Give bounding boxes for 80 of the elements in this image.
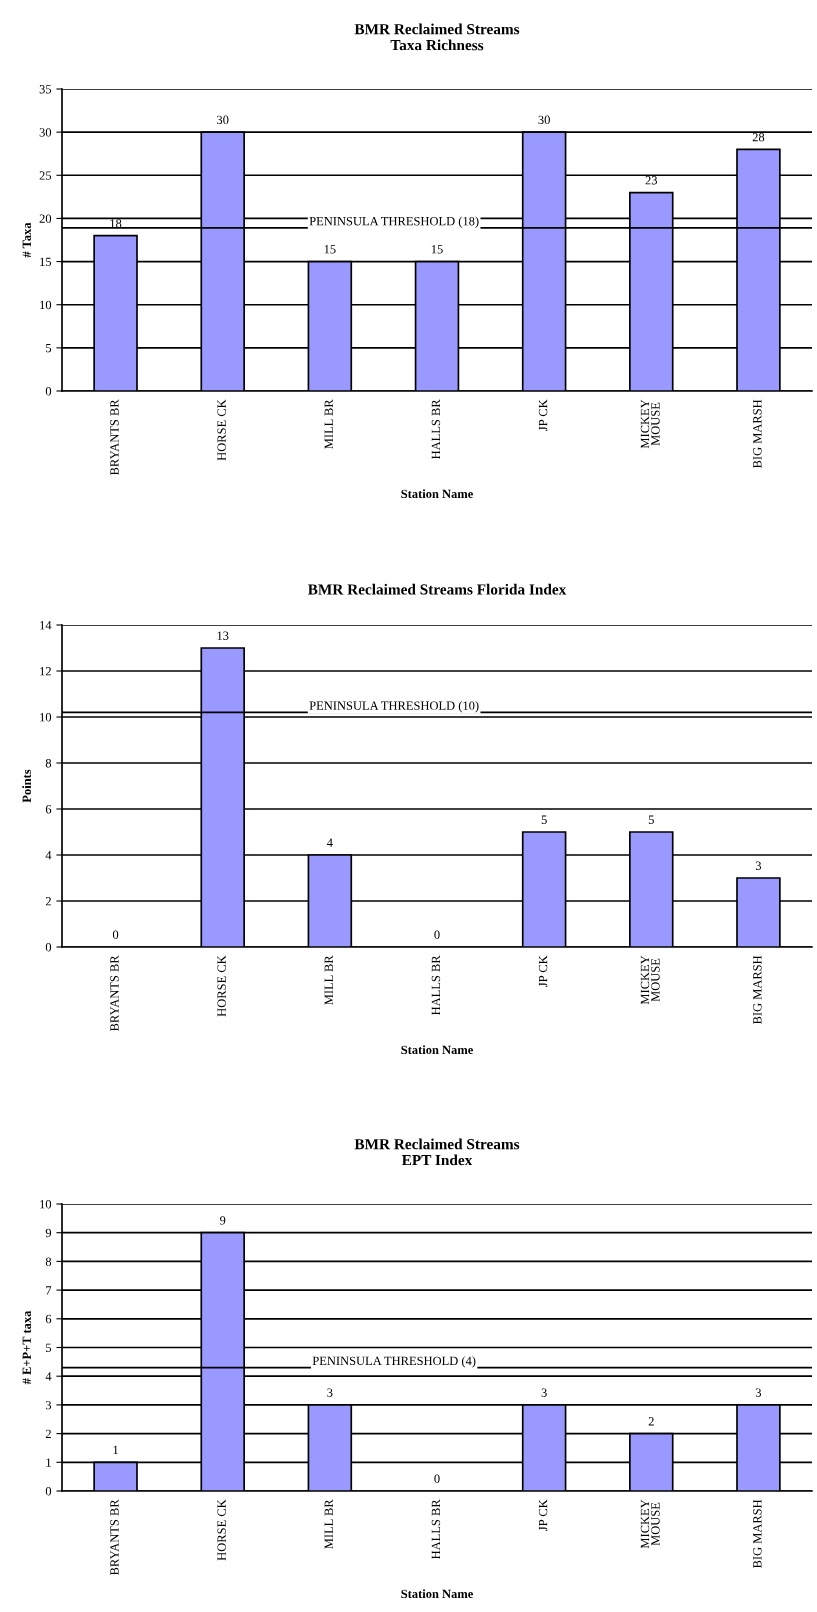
data-label: 30 (217, 115, 229, 125)
y-tick-label: 10 (40, 713, 52, 722)
data-label: 3 (755, 1388, 762, 1397)
x-tick-label: MILL BR (324, 399, 333, 449)
data-label: 15 (324, 245, 336, 254)
y-tick-label: 3 (45, 1400, 52, 1410)
data-label: 0 (112, 930, 119, 939)
y-tick-label: 10 (40, 1200, 52, 1209)
y-axis-title: Points (22, 769, 31, 803)
y-tick-label: 0 (45, 1487, 52, 1496)
x-tick-label: JP CK (538, 399, 548, 431)
data-label: 13 (217, 631, 229, 640)
data-label: 30 (538, 115, 550, 125)
data-label: 28 (752, 132, 765, 142)
y-tick-label: 25 (39, 171, 52, 180)
y-tick-label: 9 (45, 1228, 52, 1238)
x-tick-label: HALLS BR (431, 1499, 441, 1560)
x-tick-label: BIG MARSH (753, 955, 762, 1025)
x-tick-label: HALLS BR (431, 955, 441, 1016)
ref-line-label: PENINSULA THRESHOLD (18) (309, 216, 479, 228)
y-tick-label: 6 (45, 805, 52, 814)
data-label: 15 (431, 245, 443, 254)
data-label: 0 (434, 1474, 440, 1483)
y-tick-label: 0 (45, 387, 52, 396)
y-tick-label: 10 (40, 300, 52, 310)
y-tick-label: 4 (45, 1372, 52, 1381)
y-tick-label: 30 (39, 128, 52, 137)
y-tick-label: 5 (46, 1343, 52, 1352)
data-label: 3 (327, 1388, 333, 1397)
x-tick-label: MILL BR (324, 955, 333, 1005)
chart-title: BMR Reclaimed Streams Florida Index (307, 583, 567, 595)
y-tick-label: 2 (45, 1429, 51, 1438)
data-label: 5 (648, 815, 654, 824)
y-tick-label: 14 (40, 621, 52, 630)
y-tick-label: 35 (39, 85, 52, 94)
data-label: 3 (541, 1388, 547, 1397)
x-axis-title: Station Name (401, 1589, 473, 1599)
y-tick-label: 12 (40, 667, 51, 676)
x-tick-label: MICKEY MOUSE (640, 1499, 660, 1549)
y-tick-label: 8 (45, 759, 52, 768)
data-label: 5 (541, 815, 547, 824)
data-label: 4 (326, 838, 333, 847)
x-tick-label: HORSE CK (217, 1499, 226, 1561)
y-axis-title: # E+P+T taxa (22, 1310, 31, 1385)
y-tick-label: 4 (45, 851, 52, 860)
data-label: 3 (755, 861, 762, 870)
ref-line-label: PENINSULA THRESHOLD (10) (309, 701, 479, 713)
x-tick-label: BRYANTS BR (110, 1499, 119, 1576)
chart-title: BMR Reclaimed Streams EPT Index (354, 1138, 520, 1166)
data-label: 9 (219, 1216, 226, 1225)
data-label: 0 (434, 930, 440, 939)
x-tick-label: HORSE CK (217, 955, 226, 1017)
y-axis-title: # Taxa (22, 222, 31, 258)
x-axis-title: Station Name (401, 1045, 473, 1055)
x-tick-label: HALLS BR (431, 399, 441, 460)
y-tick-label: 15 (40, 257, 52, 267)
ref-line-label: PENINSULA THRESHOLD (4) (312, 1356, 476, 1368)
x-tick-label: HORSE CK (217, 399, 226, 461)
y-tick-label: 7 (46, 1286, 52, 1295)
y-tick-label: 2 (45, 897, 51, 906)
x-tick-label: BIG MARSH (753, 399, 762, 469)
x-tick-label: JP CK (538, 955, 548, 987)
y-tick-label: 1 (46, 1458, 51, 1467)
y-tick-label: 6 (45, 1314, 52, 1324)
data-label: 23 (645, 176, 658, 185)
x-tick-label: MICKEY MOUSE (640, 399, 660, 449)
x-tick-label: BRYANTS BR (110, 399, 119, 476)
x-tick-label: BRYANTS BR (110, 955, 119, 1032)
x-tick-label: BIG MARSH (753, 1499, 762, 1569)
x-tick-label: JP CK (538, 1499, 548, 1531)
chart-title: BMR Reclaimed Streams Taxa Richness (354, 23, 520, 51)
y-tick-label: 5 (46, 344, 52, 353)
data-label: 2 (648, 1417, 654, 1426)
y-tick-label: 8 (45, 1257, 52, 1266)
y-tick-label: 0 (45, 943, 52, 952)
data-label: 1 (113, 1445, 118, 1455)
x-tick-label: MILL BR (324, 1499, 333, 1549)
x-tick-label: MICKEY MOUSE (640, 955, 660, 1005)
x-axis-title: Station Name (401, 489, 473, 499)
y-tick-label: 20 (39, 214, 52, 223)
